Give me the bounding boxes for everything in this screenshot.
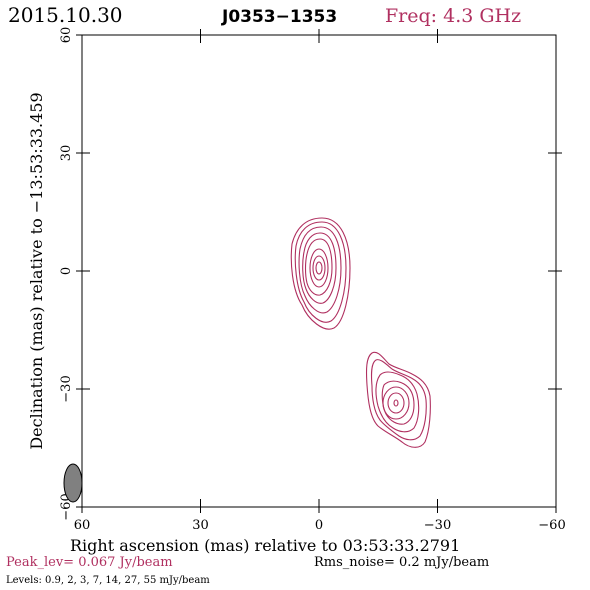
y-axis-title: Declination (mas) relative to −13:53:33.… [27,92,46,449]
y-tick-label: 30 [59,145,74,162]
observation-date: 2015.10.30 [8,3,123,27]
x-tick-label: −60 [538,518,565,533]
contour-levels: Levels: 0.9, 2, 3, 7, 14, 27, 55 mJy/bea… [6,575,210,586]
x-tick-label: 0 [315,518,323,533]
jet-component-contours [365,351,431,448]
axis-ticks [76,29,562,513]
beam-ellipse [63,463,83,503]
x-tick-label: 30 [192,518,209,533]
x-tick-labels: 60 30 0 −30 −60 [74,518,566,533]
core-component-contours [290,217,351,330]
rms-noise: Rms_noise= 0.2 mJy/beam [314,555,489,570]
y-tick-labels: 60 30 0 −30 −60 [59,27,74,521]
y-tick-label: 0 [59,267,74,275]
source-name: J0353−1353 [221,7,337,27]
plot-frame [81,34,557,508]
peak-level: Peak_lev= 0.067 Jy/beam [6,555,173,570]
x-axis-title: Right ascension (mas) relative to 03:53:… [70,536,460,555]
frequency-label: Freq: 4.3 GHz [385,5,521,27]
y-tick-label: −30 [59,375,74,402]
x-tick-label: −30 [424,518,451,533]
y-tick-label: 60 [59,27,74,44]
x-tick-label: 60 [74,518,91,533]
